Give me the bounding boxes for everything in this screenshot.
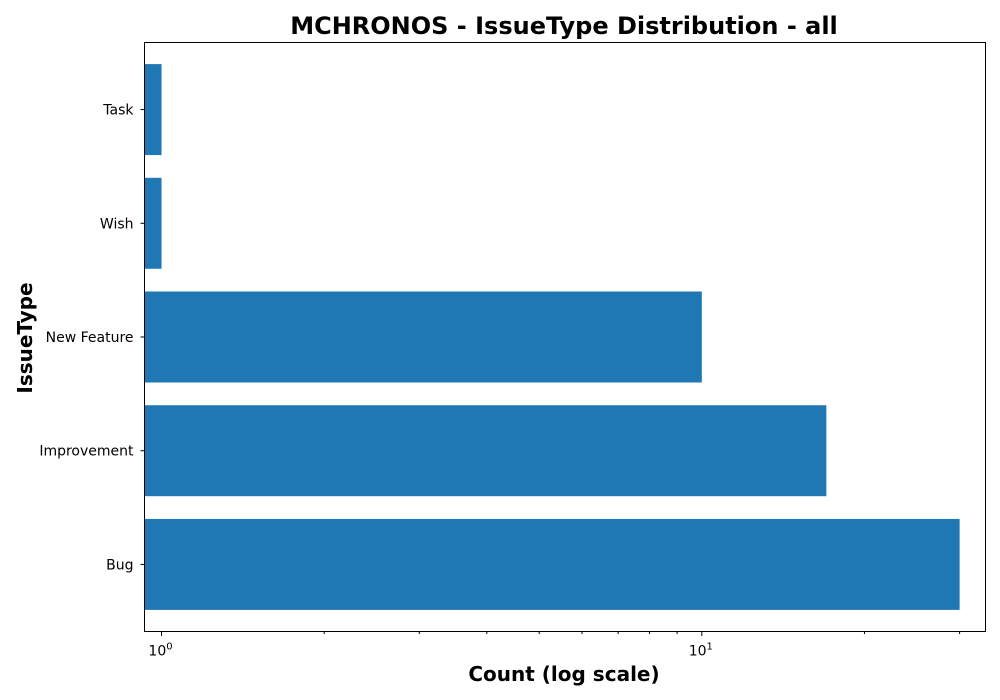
y-axis-label: IssueType	[13, 282, 37, 393]
bars-group	[144, 64, 960, 610]
bar-improvement	[144, 405, 827, 497]
bar-wish	[144, 177, 162, 269]
bar-new-feature	[144, 291, 702, 383]
chart-title: MCHRONOS - IssueType Distribution - all	[290, 12, 838, 40]
bar-task	[144, 64, 162, 156]
y-tick-label: New Feature	[46, 330, 134, 346]
y-tick-label: Bug	[106, 557, 133, 573]
y-tick-label: Task	[102, 103, 134, 119]
x-tick-label: 101	[689, 642, 713, 660]
bar-bug	[144, 518, 960, 610]
x-ticks-group: 100 101	[148, 631, 961, 660]
x-tick-label: 100	[148, 642, 172, 660]
y-ticks-group: Bug Improvement New Feature Wish Task	[39, 103, 145, 573]
y-tick-label: Wish	[100, 216, 134, 232]
x-axis-label: Count (log scale)	[468, 662, 659, 686]
plot-frame	[144, 42, 986, 632]
y-tick-label: Improvement	[39, 444, 134, 460]
